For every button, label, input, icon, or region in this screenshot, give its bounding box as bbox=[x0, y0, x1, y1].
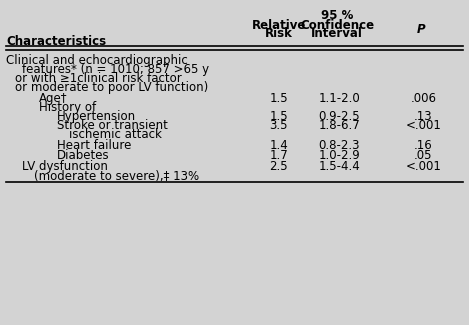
Text: Characteristics: Characteristics bbox=[6, 35, 106, 48]
Text: Age†: Age† bbox=[38, 92, 67, 105]
Text: 1.5: 1.5 bbox=[270, 92, 288, 105]
Text: features* (n = 1010; 857 >65 y: features* (n = 1010; 857 >65 y bbox=[23, 62, 210, 75]
Text: Heart failure: Heart failure bbox=[57, 138, 132, 151]
Text: Clinical and echocardiographic: Clinical and echocardiographic bbox=[6, 54, 188, 67]
Text: LV dysfunction: LV dysfunction bbox=[23, 160, 108, 173]
Text: Hypertension: Hypertension bbox=[57, 110, 136, 123]
Text: .16: .16 bbox=[414, 138, 433, 151]
Text: 0.9-2.5: 0.9-2.5 bbox=[318, 110, 360, 123]
Text: 3.5: 3.5 bbox=[270, 119, 288, 132]
Text: Diabetes: Diabetes bbox=[57, 149, 110, 162]
Text: <.001: <.001 bbox=[405, 119, 441, 132]
Text: or with ≥1clinical risk factor: or with ≥1clinical risk factor bbox=[15, 72, 182, 84]
Text: 95 %: 95 % bbox=[321, 9, 353, 22]
Text: 1.4: 1.4 bbox=[269, 138, 288, 151]
Text: 1.5-4.4: 1.5-4.4 bbox=[318, 160, 360, 173]
Text: 1.1-2.0: 1.1-2.0 bbox=[318, 92, 360, 105]
Text: .006: .006 bbox=[410, 92, 436, 105]
Text: P: P bbox=[416, 23, 425, 36]
Text: Confidence: Confidence bbox=[300, 19, 374, 32]
Text: 2.5: 2.5 bbox=[270, 160, 288, 173]
Text: Interval: Interval bbox=[311, 27, 363, 40]
Text: 1.5: 1.5 bbox=[270, 110, 288, 123]
Text: 1.7: 1.7 bbox=[269, 149, 288, 162]
Text: Risk: Risk bbox=[265, 27, 293, 40]
Text: (moderate to severe),‡ 13%: (moderate to severe),‡ 13% bbox=[34, 170, 199, 183]
Text: 0.8-2.3: 0.8-2.3 bbox=[318, 138, 360, 151]
Text: <.001: <.001 bbox=[405, 160, 441, 173]
Text: 1.0-2.9: 1.0-2.9 bbox=[318, 149, 360, 162]
Text: Stroke or transient: Stroke or transient bbox=[57, 119, 168, 132]
Text: 1.8-6.7: 1.8-6.7 bbox=[318, 119, 360, 132]
Text: .13: .13 bbox=[414, 110, 432, 123]
Text: History of: History of bbox=[38, 100, 96, 113]
Text: ischemic attack: ischemic attack bbox=[69, 128, 162, 141]
Text: .05: .05 bbox=[414, 149, 432, 162]
Text: or moderate to poor LV function): or moderate to poor LV function) bbox=[15, 81, 209, 94]
Text: Relative: Relative bbox=[251, 19, 306, 32]
